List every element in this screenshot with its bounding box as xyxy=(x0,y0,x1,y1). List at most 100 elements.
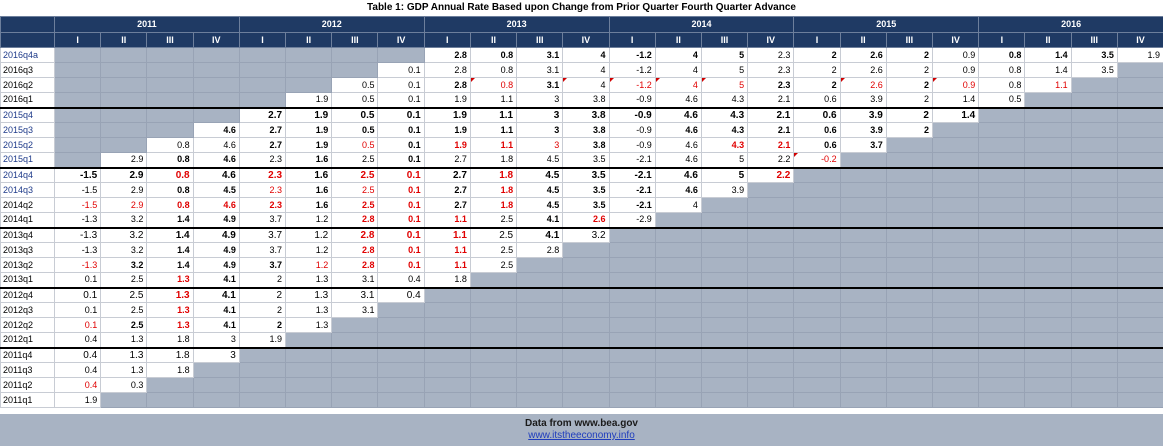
empty-cell xyxy=(747,332,795,348)
value-cell: 0.5 xyxy=(331,92,379,108)
value-cell: 3.5 xyxy=(562,166,610,183)
empty-cell xyxy=(978,286,1026,303)
empty-cell xyxy=(700,302,749,318)
empty-cell xyxy=(238,377,287,393)
empty-cell xyxy=(192,92,240,108)
value-cell: 1.9 xyxy=(423,106,471,123)
empty-cell xyxy=(516,272,564,288)
empty-cell xyxy=(423,302,471,318)
site-link[interactable]: www.itstheeconomy.info xyxy=(528,430,635,441)
row-label: 2016q2 xyxy=(0,77,55,93)
value-cell: 1.3 xyxy=(146,286,194,303)
empty-cell xyxy=(1116,122,1163,138)
table-row: 2016q3 0.1 2.8 0.8 3.1 4 -1.2 4 5 2.3 2 2.6 2 0.9 0.8 1… xyxy=(0,62,1163,78)
value-cell: 3.9 xyxy=(839,106,887,123)
value-cell: 3.2 xyxy=(100,226,148,243)
value-cell: 1.3 xyxy=(285,302,333,318)
empty-cell xyxy=(238,62,287,78)
empty-cell xyxy=(885,392,933,408)
value-cell: 2.2 xyxy=(747,152,795,168)
empty-cell xyxy=(562,257,610,273)
empty-cell xyxy=(747,362,795,378)
empty-cell xyxy=(192,47,240,63)
table-row: 2015q2 0.8 4.6 2.7 1.9 0.5 0.1 1.9 1.1 3 3.8 -0.9 4.… xyxy=(0,137,1163,153)
empty-cell xyxy=(53,152,102,168)
value-cell: 1.9 xyxy=(423,137,471,153)
value-cell: 3.7 xyxy=(238,212,287,228)
value-cell: 2.5 xyxy=(469,257,518,273)
empty-cell xyxy=(654,212,702,228)
value-cell: 0.1 xyxy=(377,152,425,168)
value-cell: -1.3 xyxy=(53,226,102,243)
value-cell: -2.1 xyxy=(608,197,656,213)
table-row: 2013q3 -1.3 3.2 1.4 4.9 3.7 1.2 2.8 0.1 1.1 2.5 2.8 xyxy=(0,242,1163,258)
value-cell: 1.1 xyxy=(423,212,471,228)
value-cell: 2.7 xyxy=(423,182,471,198)
empty-cell xyxy=(1116,92,1163,108)
value-cell: -0.9 xyxy=(608,106,656,123)
value-cell: 2.8 xyxy=(423,47,471,63)
empty-cell xyxy=(885,332,933,348)
value-cell: 3.5 xyxy=(1070,47,1118,63)
value-cell: 0.4 xyxy=(53,377,102,393)
value-cell: 3 xyxy=(516,137,564,153)
row-label: 2015q4 xyxy=(0,106,55,123)
year-header: 2013 xyxy=(423,16,610,33)
value-cell: -1.3 xyxy=(53,212,102,228)
empty-cell xyxy=(978,242,1026,258)
value-cell: 3.5 xyxy=(562,197,610,213)
value-cell: 1.9 xyxy=(1116,47,1163,63)
value-cell: 2.3 xyxy=(238,166,287,183)
empty-cell xyxy=(978,272,1026,288)
value-cell: 2 xyxy=(238,302,287,318)
empty-cell xyxy=(978,137,1026,153)
value-cell: 5 xyxy=(700,152,749,168)
empty-cell xyxy=(978,302,1026,318)
empty-cell xyxy=(1070,212,1118,228)
table-row: 2012q4 0.1 2.5 1.3 4.1 2 1.3 3.1 0.4 xyxy=(0,286,1163,303)
empty-cell xyxy=(654,392,702,408)
empty-cell xyxy=(423,392,471,408)
empty-cell xyxy=(1116,137,1163,153)
empty-cell xyxy=(1024,152,1072,168)
empty-cell xyxy=(931,332,980,348)
empty-cell xyxy=(1116,392,1163,408)
empty-cell xyxy=(793,362,841,378)
header-corner xyxy=(0,32,55,48)
table-row: 2011q3 0.4 1.3 1.8 xyxy=(0,362,1163,378)
empty-cell xyxy=(978,317,1026,333)
row-label: 2015q2 xyxy=(0,137,55,153)
value-cell: 4.5 xyxy=(192,182,240,198)
value-cell: 0.8 xyxy=(469,47,518,63)
value-cell: 0.8 xyxy=(978,47,1026,63)
empty-cell xyxy=(1024,122,1072,138)
value-cell: 2.2 xyxy=(747,166,795,183)
value-cell: 0.8 xyxy=(146,137,194,153)
empty-cell xyxy=(931,122,980,138)
value-cell: 2.9 xyxy=(100,182,148,198)
empty-cell xyxy=(377,317,425,333)
empty-cell xyxy=(1070,106,1118,123)
empty-cell xyxy=(192,377,240,393)
value-cell: 2 xyxy=(793,77,841,93)
value-cell: 5 xyxy=(700,77,749,93)
value-cell: 4.3 xyxy=(700,106,749,123)
value-cell: 2.7 xyxy=(238,137,287,153)
empty-cell xyxy=(238,346,287,363)
table-row: 2013q4 -1.3 3.2 1.4 4.9 3.7 1.2 2.8 0.1 1.1 2.5 4.1… xyxy=(0,226,1163,243)
value-cell: 1.9 xyxy=(238,332,287,348)
value-cell: 2.9 xyxy=(100,166,148,183)
year-header: 2015 xyxy=(793,16,980,33)
empty-cell xyxy=(978,152,1026,168)
row-label: 2011q3 xyxy=(0,362,55,378)
empty-cell xyxy=(793,377,841,393)
table-row: 2014q4 -1.5 2.9 0.8 4.6 2.3 1.6 2.5 0.1 2.7 1.8 4.5… xyxy=(0,166,1163,183)
empty-cell xyxy=(1116,212,1163,228)
empty-cell xyxy=(331,377,379,393)
value-cell: 0.1 xyxy=(377,212,425,228)
empty-cell xyxy=(700,362,749,378)
value-cell: 4.1 xyxy=(516,212,564,228)
empty-cell xyxy=(562,332,610,348)
value-cell: -1.5 xyxy=(53,166,102,183)
value-cell: 0.8 xyxy=(146,152,194,168)
